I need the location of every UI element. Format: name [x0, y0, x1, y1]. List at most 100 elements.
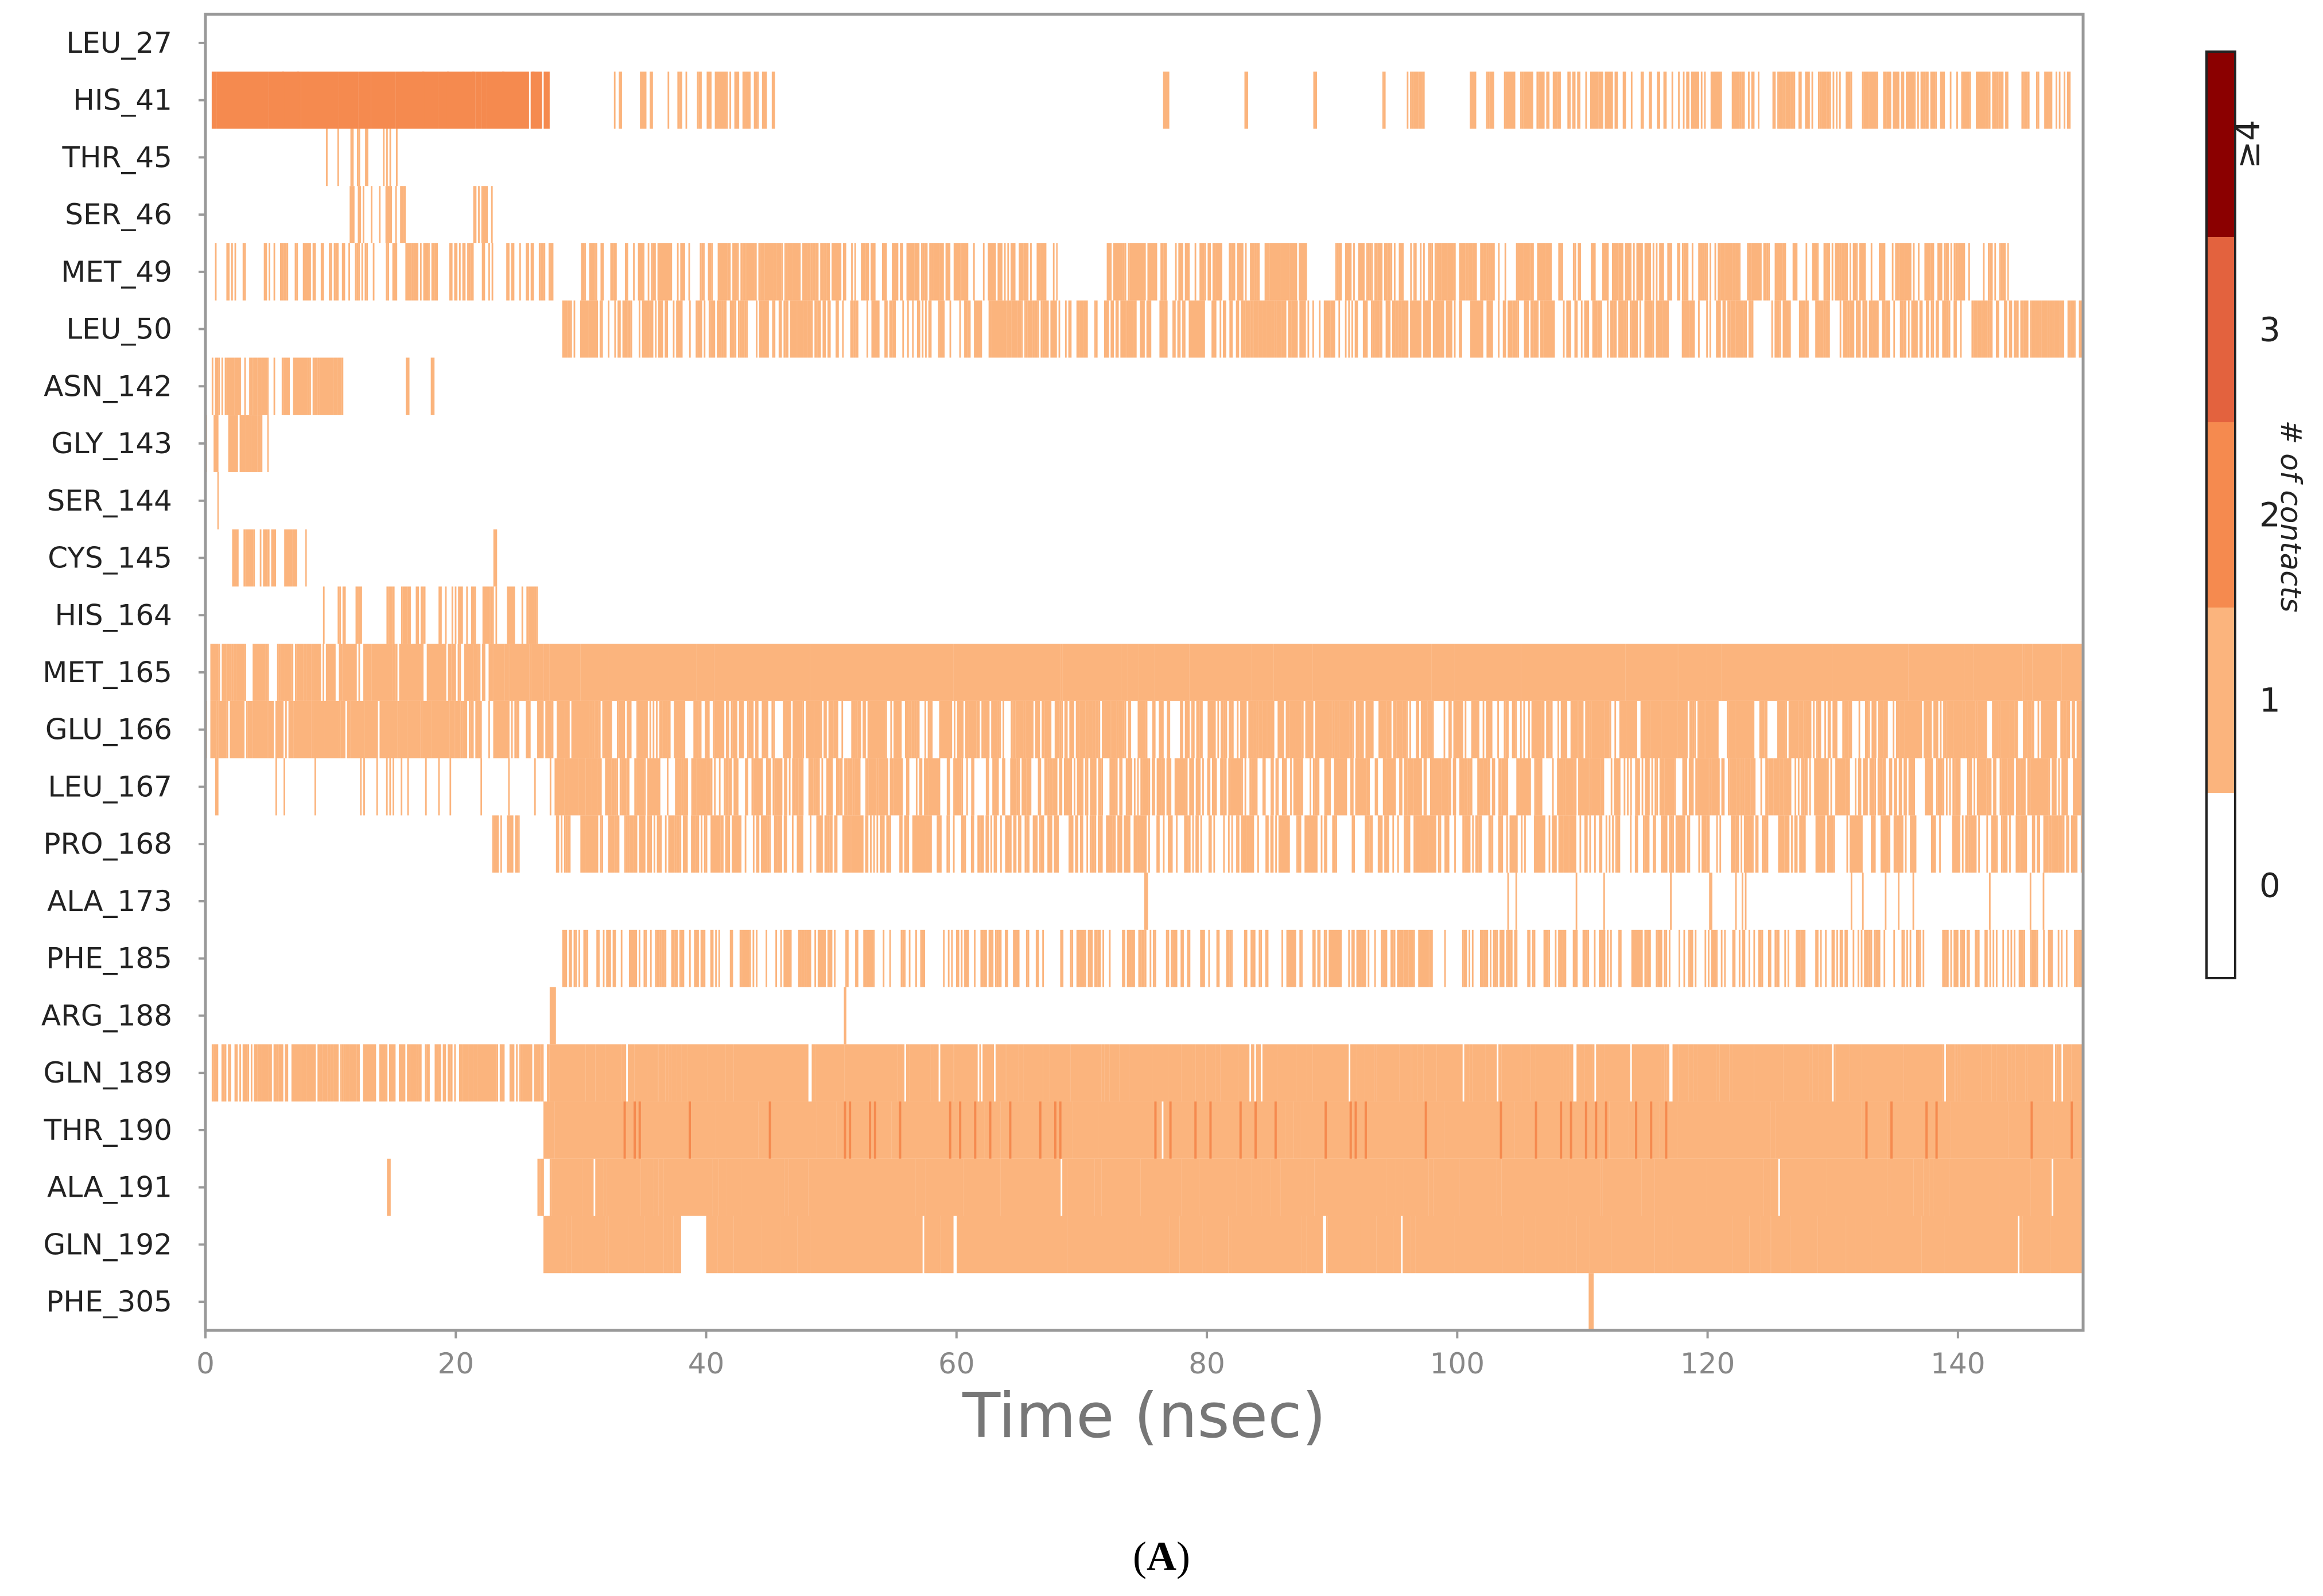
contact-cell [1721, 758, 1725, 816]
contact-cell [1691, 71, 1695, 129]
contact-cell [1011, 700, 1013, 758]
contact-cell [1241, 815, 1243, 873]
contact-cell [1405, 815, 1411, 873]
contact-cell [1288, 929, 1296, 987]
contact-cell [697, 71, 699, 129]
figure-caption: (A) [0, 1533, 2323, 1581]
contact-cell [1774, 243, 1783, 301]
contact-cell [1062, 1158, 1067, 1216]
contact-cell [1273, 644, 1313, 701]
contact-cell [1140, 758, 1143, 816]
contact-cell [1237, 700, 1239, 758]
contact-cell [1487, 71, 1490, 129]
contact-cell [1132, 1216, 1143, 1274]
contact-cell [1052, 758, 1054, 816]
contact-cell [1277, 1044, 1297, 1102]
contact-cell [929, 758, 941, 816]
contact-cell [1142, 758, 1149, 816]
contact-cell [1062, 644, 1121, 701]
contact-cell [634, 1044, 648, 1102]
x-tick-label: 20 [437, 1347, 474, 1380]
contact-cell [2007, 243, 2009, 301]
contact-cell [851, 243, 853, 301]
contact-cell [1194, 1101, 1197, 1159]
contact-cell [1326, 1216, 1328, 1274]
contact-cell [1280, 1158, 1307, 1216]
contact-cell [1386, 758, 1396, 816]
contact-cell [1870, 929, 1873, 987]
contact-cell [1516, 300, 1518, 358]
contact-cell [1905, 815, 1907, 873]
contact-cell [1762, 815, 1763, 873]
contact-cell [1069, 815, 1070, 873]
contact-cell [826, 243, 830, 301]
contact-cell [1177, 300, 1179, 358]
contact-cell [1886, 1044, 1904, 1102]
contact-cell [592, 700, 595, 758]
contact-cell [1908, 758, 1916, 816]
contact-cell [2030, 929, 2032, 987]
contact-cell [2010, 300, 2013, 358]
contact-cell [1516, 243, 1518, 301]
contact-cell [1986, 815, 1988, 873]
contact-cell [1023, 243, 1027, 301]
contact-cell [1078, 1044, 1083, 1102]
contact-cell [1007, 243, 1009, 301]
contact-cell [714, 644, 771, 701]
contact-cell [797, 815, 803, 873]
contact-cell [1629, 300, 1631, 358]
contact-cell [1823, 300, 1825, 358]
contact-cell [585, 1044, 596, 1102]
contact-cell [817, 300, 821, 358]
contact-cell [1724, 243, 1726, 301]
contact-cell [1025, 929, 1028, 987]
contact-cell [1716, 300, 1721, 358]
contact-cell [1551, 700, 1553, 758]
contact-cell [1560, 700, 1568, 758]
contact-cell [232, 529, 237, 587]
contact-cell [1169, 1101, 1172, 1159]
contact-cell [1366, 243, 1368, 301]
contact-cell [993, 815, 996, 873]
contact-cell [922, 300, 924, 358]
contact-cell [1207, 758, 1211, 816]
contact-cell [1728, 700, 1735, 758]
contact-cell [1184, 243, 1190, 301]
contact-cell [1541, 700, 1545, 758]
contact-cell [1726, 243, 1732, 301]
contact-cell [571, 1216, 583, 1274]
contact-cell [2074, 929, 2077, 987]
contact-cell [1984, 700, 1987, 758]
contact-cell [459, 243, 461, 301]
contact-cell [273, 357, 275, 415]
contact-cell [1730, 300, 1736, 358]
contact-cell [244, 243, 246, 301]
contact-cell [257, 357, 262, 415]
contact-cell [1405, 300, 1409, 358]
contact-cell [1010, 758, 1017, 816]
contact-cell [1716, 1044, 1720, 1102]
contact-cell [1348, 929, 1350, 987]
contact-cell [1949, 758, 1951, 816]
contact-cell [1028, 815, 1030, 873]
contact-cell [1763, 815, 1767, 873]
contact-cell [753, 758, 762, 816]
contact-cell [1423, 758, 1427, 816]
contact-cell [1975, 700, 1978, 758]
contact-cell [1125, 758, 1128, 816]
contact-cell [1406, 700, 1408, 758]
contact-cell [1605, 71, 1613, 129]
contact-cell [1552, 758, 1554, 816]
contact-cell [1212, 758, 1217, 816]
contact-cell [388, 586, 390, 644]
row-label: MET_165 [42, 656, 172, 689]
contact-cell [1976, 758, 1987, 816]
contact-cell [277, 644, 279, 701]
contact-cell [1976, 71, 1986, 129]
row-label: THR_45 [61, 141, 172, 174]
contact-cell [451, 644, 456, 701]
contact-cell [665, 1044, 669, 1102]
contact-cell [930, 815, 932, 873]
x-tick-label: 100 [1430, 1347, 1485, 1380]
contact-cell [599, 700, 601, 758]
